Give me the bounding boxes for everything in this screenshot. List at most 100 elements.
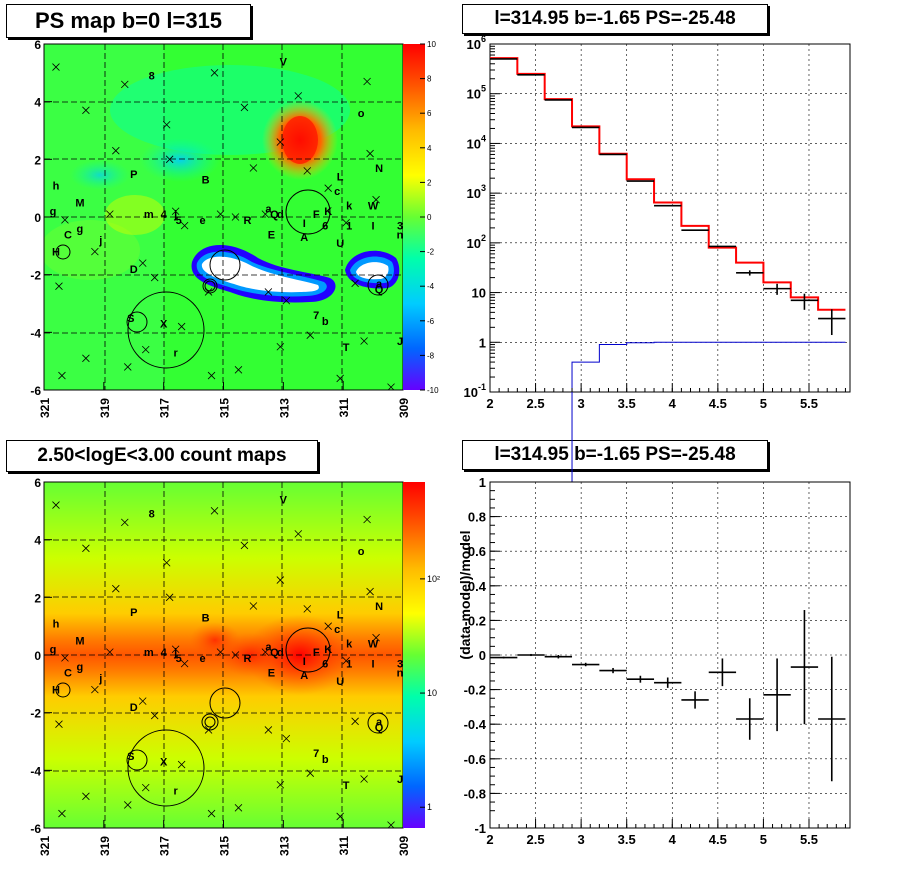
map-x-tick-label: 319 (98, 398, 112, 418)
source-label: n (397, 229, 404, 241)
map-y-tick-label: -4 (30, 326, 41, 340)
residual-x-tick-label: 5 (760, 832, 767, 847)
source-label: K (324, 644, 332, 656)
source-cross (52, 63, 60, 71)
source-cross (249, 164, 258, 172)
map-x-tick-label: 315 (218, 836, 232, 856)
source-cross (351, 717, 359, 726)
source-cross (180, 221, 189, 230)
source-cross (91, 685, 99, 694)
source-cross (61, 216, 69, 224)
ps-map-colorbar-ticks: 10 8 6 4 2 0 -2 -4 -6 -8 -10 (420, 40, 439, 395)
spectrum-x-tick-label: 3.5 (618, 396, 636, 411)
residual-x-tick-label: 4 (669, 832, 677, 847)
source-label: h (53, 180, 60, 192)
source-cross (138, 259, 147, 267)
residual-y-tick-label: 0 (479, 648, 486, 663)
residual-y-axis-label: (data-model)/model (457, 530, 473, 659)
source-cross (207, 809, 216, 818)
map-x-tick-label: 309 (397, 836, 411, 856)
data-point (818, 309, 846, 336)
source-label: A (300, 670, 308, 682)
source-cross (276, 576, 285, 584)
colorbar-tick-label: 10 (427, 40, 436, 49)
map-y-tick-label: -6 (30, 822, 41, 836)
residual-point (681, 691, 709, 709)
residual-y-tick-label: 0.6 (468, 544, 486, 559)
map-y-tick-label: -6 (30, 384, 41, 398)
colorbar-tick-label: 0 (427, 213, 432, 222)
residual-x-tick-label: 4.5 (709, 832, 727, 847)
source-label: 6 (322, 659, 328, 671)
source-label: P (130, 169, 137, 181)
source-label: L (337, 610, 344, 622)
source-cross (216, 648, 225, 656)
ps-map-colorbar (403, 44, 425, 390)
source-label: J (397, 336, 403, 348)
colorbar-tick-label: -8 (427, 351, 435, 360)
residual-point (818, 656, 846, 782)
source-cross (123, 363, 132, 371)
spectrum-y-tick-label: 106 (467, 34, 486, 52)
source-label: g (50, 644, 57, 656)
source-label: X (160, 757, 168, 769)
source-label: g (77, 224, 84, 236)
source-cross (387, 383, 395, 390)
source-cross (366, 149, 374, 158)
source-label: d (277, 209, 284, 221)
source-cross (106, 210, 114, 218)
source-label: T (343, 342, 350, 354)
source-label: Q (270, 647, 279, 659)
source-label: S (127, 313, 134, 325)
source-cross (141, 783, 150, 792)
map-y-tick-label: -2 (30, 269, 41, 283)
source-label: 1 (346, 659, 352, 671)
map-x-tick-label: 321 (38, 836, 52, 856)
source-cross (324, 622, 332, 630)
source-label: 6 (322, 221, 328, 233)
map-y-tick-label: 2 (34, 591, 41, 605)
source-cross (141, 345, 150, 354)
source-cross (249, 602, 258, 610)
source-cross (294, 530, 303, 538)
source-cross (234, 804, 243, 812)
map-y-tick-label: 6 (34, 38, 41, 52)
map-y-tick-label: 4 (34, 534, 41, 548)
source-cross (276, 780, 285, 789)
source-label: T (343, 780, 350, 792)
source-cross (112, 146, 120, 155)
source-label: C (64, 229, 72, 241)
residual-point (654, 677, 682, 688)
source-cross (231, 651, 240, 659)
residual-point (572, 662, 600, 667)
source-cross (303, 605, 312, 613)
spectrum-x-tick-label: 5.5 (800, 396, 818, 411)
source-cross (282, 734, 291, 743)
residual-point (626, 675, 655, 683)
source-label: r (173, 348, 178, 360)
data-point (790, 293, 819, 310)
source-label: E (268, 229, 275, 241)
map-y-tick-label: -2 (30, 707, 41, 721)
source-label: R (243, 215, 251, 227)
residual-grid (489, 481, 850, 829)
source-cross (82, 792, 90, 801)
source-label: h (53, 618, 60, 630)
source-label: Q (375, 722, 384, 734)
residual-x-tick-label: 3.5 (618, 832, 636, 847)
residual-y-tick-label: -0.8 (464, 786, 486, 801)
spectrum-y-tick-label: 103 (467, 183, 486, 201)
source-cross (372, 195, 380, 204)
map-y-tick-label: 6 (34, 476, 41, 490)
spectrum-y-tick-label: 1 (479, 335, 486, 350)
source-cross (282, 296, 291, 305)
source-cross (171, 207, 180, 216)
spectrum-y-tick-label: 104 (467, 133, 486, 151)
source-label: 5 (176, 215, 182, 227)
source-label: r (173, 786, 178, 798)
source-cross (177, 322, 186, 331)
